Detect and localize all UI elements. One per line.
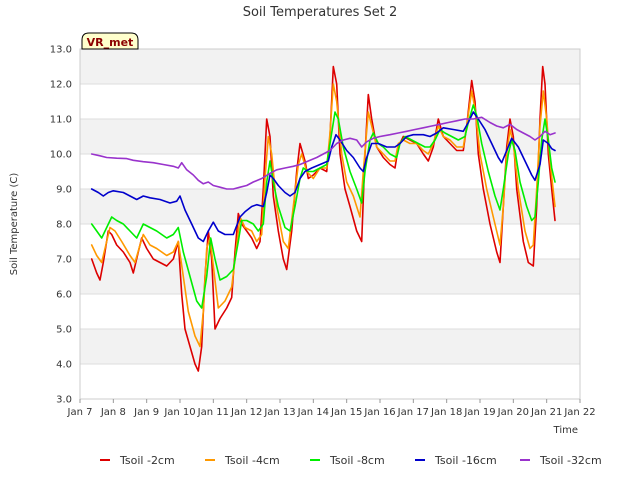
series-lines: [90, 65, 556, 372]
y-tick-label: 3.0: [56, 395, 72, 406]
y-axis-label: Soil Temperature (C): [9, 173, 20, 276]
plot-band: [80, 294, 580, 329]
x-tick-label: Jan 17: [397, 407, 429, 418]
y-tick-label: 7.0: [56, 255, 72, 266]
plot-band: [80, 84, 580, 119]
series-line-tsoil-16cm: [90, 111, 556, 243]
x-tick-label: Jan 12: [230, 407, 262, 418]
plot-band: [80, 364, 580, 399]
series-line-tsoil-32cm: [90, 116, 556, 190]
station-badge-label: VR_met: [87, 36, 134, 49]
x-axis-ticks: Jan 7 Jan 8 Jan 9 Jan 10 Jan 11 Jan 12 Jan 13 J…: [67, 399, 596, 418]
y-axis-ticks: 3.0 4.0 5.0 6.0 7.0 8.0 9.0 10.0 11.0 12.0 13.0: [50, 45, 72, 406]
x-tick-label: Jan 10: [163, 407, 195, 418]
x-tick-label: Jan 9: [133, 407, 159, 418]
x-axis-label: Time: [553, 425, 578, 436]
y-tick-label: 8.0: [56, 220, 72, 231]
legend-label: Tsoil -4cm: [224, 454, 280, 467]
plot-band: [80, 49, 580, 84]
series-line-tsoil-8cm: [90, 104, 556, 309]
legend-label: Tsoil -16cm: [434, 454, 497, 467]
plot-band: [80, 154, 580, 189]
y-tick-label: 4.0: [56, 360, 72, 371]
chart-title: Soil Temperatures Set 2: [243, 5, 398, 20]
x-tick-label: Jan 21: [530, 407, 562, 418]
x-tick-label: Jan 11: [197, 407, 229, 418]
y-tick-label: 11.0: [50, 115, 72, 126]
plot-band: [80, 329, 580, 364]
legend-label: Tsoil -32cm: [539, 454, 602, 467]
series-line-tsoil-4cm: [90, 83, 556, 348]
y-tick-label: 12.0: [50, 80, 72, 91]
x-tick-label: Jan 16: [363, 407, 395, 418]
y-tick-label: 9.0: [56, 185, 72, 196]
y-tick-label: 10.0: [50, 150, 72, 161]
y-tick-label: 5.0: [56, 325, 72, 336]
x-tick-label: Jan 8: [100, 407, 126, 418]
y-tick-label: 6.0: [56, 290, 72, 301]
x-tick-label: Jan 22: [563, 407, 595, 418]
x-tick-label: Jan 18: [430, 407, 462, 418]
station-badge: VR_met: [81, 32, 139, 50]
x-tick-label: Jan 15: [330, 407, 362, 418]
legend-label: Tsoil -2cm: [119, 454, 175, 467]
plot-frame: [79, 48, 581, 400]
x-tick-label: Jan 19: [463, 407, 495, 418]
x-tick-label: Jan 7: [67, 407, 93, 418]
station-badge-box: [81, 32, 139, 50]
plot-band: [80, 259, 580, 294]
legend-label: Tsoil -8cm: [329, 454, 385, 467]
x-tick-label: Jan 14: [297, 407, 329, 418]
legend: Tsoil -2cm Tsoil -4cm Tsoil -8cm Tsoil -16c…: [100, 454, 602, 467]
plot-band: [80, 189, 580, 224]
y-tick-label: 13.0: [50, 45, 72, 56]
x-tick-label: Jan 13: [263, 407, 295, 418]
x-tick-label: Jan 20: [497, 407, 529, 418]
